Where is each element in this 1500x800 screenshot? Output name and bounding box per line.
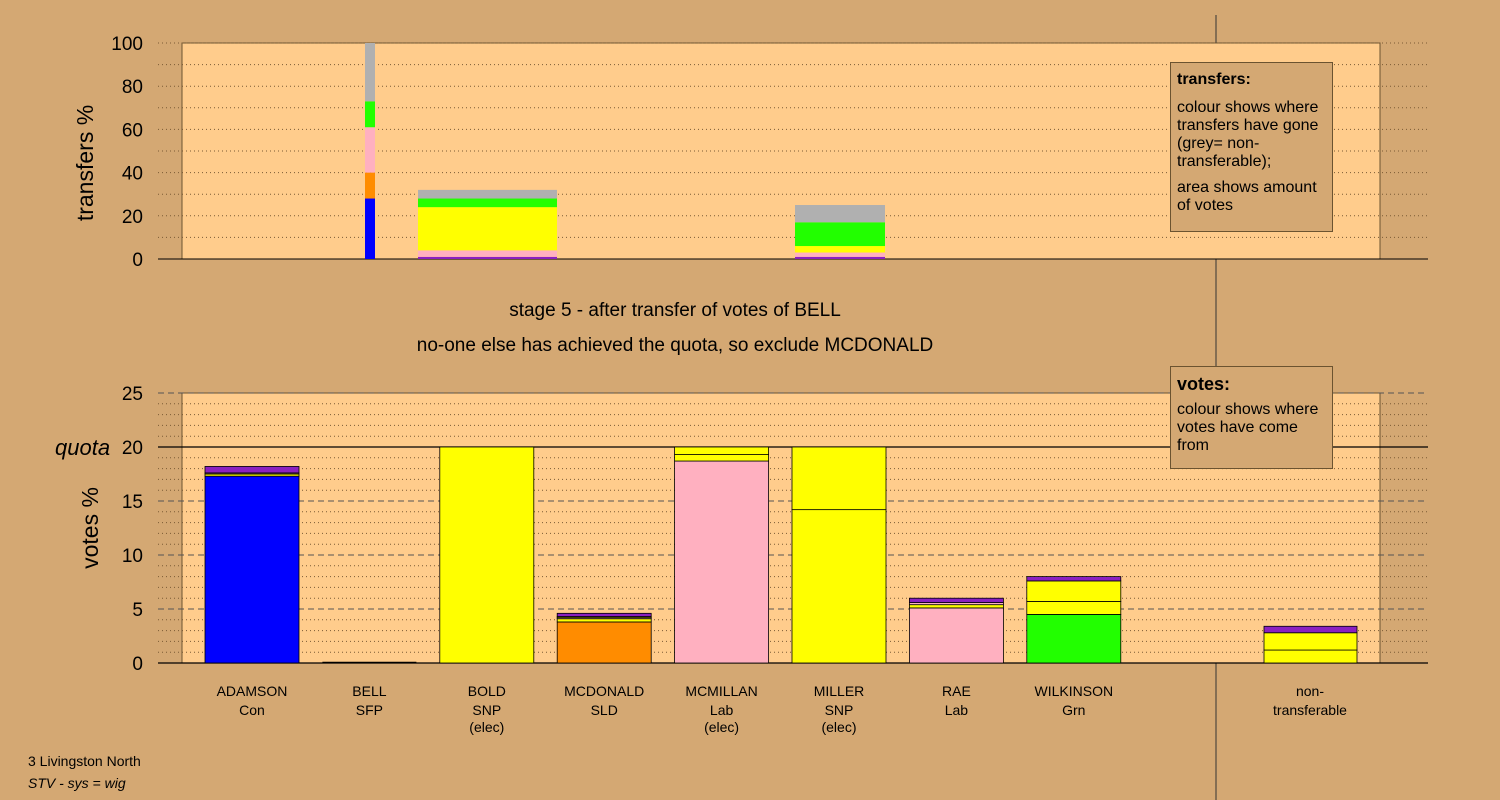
vote-segment-bold [439, 446, 535, 664]
votes-legend: votes: colour shows where votes have com… [1170, 366, 1333, 469]
nontransferable-label: non- [1296, 683, 1324, 699]
votes-y-tick-label: 15 [122, 492, 143, 513]
stage-title: stage 5 - after transfer of votes of BEL… [509, 300, 841, 321]
candidate-party-label: Lab [945, 702, 969, 718]
transfers-y-tick-label: 40 [122, 164, 143, 185]
transfer-segment-miller [795, 205, 885, 223]
transfer-segment-bell [365, 101, 375, 128]
votes-legend-title: votes: [1177, 374, 1231, 394]
vote-segment-mcmillan [674, 460, 769, 664]
vote-segment-miller [791, 446, 887, 511]
votes-y-tick-label: 20 [122, 438, 143, 459]
candidate-name-label: MILLER [814, 683, 865, 699]
candidate-name-label: RAE [942, 683, 971, 699]
vote-segment-rae [909, 597, 1004, 603]
transfers-legend-text2: area shows amount of votes [1177, 179, 1317, 214]
transfer-segment-miller [795, 246, 885, 253]
quota-label: quota [55, 435, 110, 460]
candidate-party-label: SNP [472, 702, 501, 718]
candidate-name-label: MCDONALD [564, 683, 644, 699]
vote-segment-mcmillan [674, 454, 769, 462]
vote-segment-wilkinson [1026, 601, 1122, 615]
vote-segment-nontransferable [1263, 649, 1358, 664]
vote-segment-nontransferable [1263, 625, 1358, 634]
transfer-segment-bold [418, 250, 557, 257]
votes-y-tick-label: 10 [122, 546, 143, 567]
candidate-party-label: Lab [710, 702, 734, 718]
vote-segment-mcmillan [674, 446, 769, 455]
transfer-segment-bell [365, 43, 375, 102]
transfers-y-tick-label: 80 [122, 77, 143, 98]
transfer-segment-bold [418, 256, 557, 259]
vote-segment-wilkinson [1026, 580, 1122, 602]
votes-legend-text: colour shows where votes have come from [1177, 401, 1319, 454]
transfer-segment-miller [795, 252, 885, 257]
transfers-y-tick-label: 0 [132, 250, 143, 271]
nontransferable-label-2: transferable [1273, 702, 1347, 718]
transfer-segment-bell [365, 127, 375, 173]
votes-y-tick-label: 25 [122, 384, 143, 405]
stage-subtitle: no-one else has achieved the quota, so e… [416, 335, 934, 356]
candidate-name-label: BELL [352, 683, 386, 699]
candidate-elected-label: (elec) [821, 719, 856, 735]
vote-segment-mcdonald [556, 621, 652, 664]
candidate-name-label: WILKINSON [1035, 683, 1114, 699]
vote-segment-nontransferable [1263, 632, 1358, 651]
candidate-party-label: Grn [1062, 702, 1085, 718]
votes-y-axis-title: votes % [77, 487, 103, 569]
vote-segment-mcdonald [556, 612, 652, 617]
transfers-legend: transfers: colour shows where transfers … [1170, 62, 1333, 232]
constituency-label: 3 Livingston North [28, 753, 141, 769]
transfers-y-axis-title: transfers % [72, 105, 98, 221]
vote-segment-wilkinson [1026, 614, 1122, 664]
votes-y-tick-label: 5 [132, 600, 143, 621]
transfers-y-tick-label: 20 [122, 207, 143, 228]
transfer-segment-bold [418, 198, 557, 208]
transfer-segment-bold [418, 207, 557, 251]
vote-segment-rae [909, 607, 1004, 664]
transfers-y-tick-label: 100 [111, 34, 143, 55]
candidate-name-label: ADAMSON [217, 683, 288, 699]
vote-segment-adamson [204, 475, 300, 664]
transfers-legend-text1: colour shows where transfers have gone (… [1177, 99, 1319, 170]
candidate-elected-label: (elec) [469, 719, 504, 735]
transfer-segment-bell [365, 198, 375, 259]
candidate-elected-label: (elec) [704, 719, 739, 735]
transfer-segment-miller [795, 256, 885, 259]
system-label: STV - sys = wig [28, 775, 126, 791]
transfers-legend-title: transfers: [1177, 71, 1251, 88]
candidate-party-label: Con [239, 702, 265, 718]
vote-segment-wilkinson [1026, 576, 1122, 582]
candidate-party-label: SFP [356, 702, 383, 718]
transfers-y-tick-label: 60 [122, 120, 143, 141]
candidate-party-label: SLD [591, 702, 618, 718]
vote-segment-adamson [204, 466, 300, 474]
votes-y-tick-label: 0 [132, 654, 143, 675]
candidate-name-label: MCMILLAN [685, 683, 757, 699]
transfer-segment-bell [365, 172, 375, 199]
vote-segment-rae [909, 604, 1004, 609]
candidate-party-label: SNP [825, 702, 854, 718]
transfer-segment-bold [418, 189, 557, 199]
vote-segment-mcdonald [556, 618, 652, 623]
candidate-name-label: BOLD [468, 683, 506, 699]
transfer-segment-miller [795, 222, 885, 247]
vote-segment-miller [791, 509, 887, 664]
